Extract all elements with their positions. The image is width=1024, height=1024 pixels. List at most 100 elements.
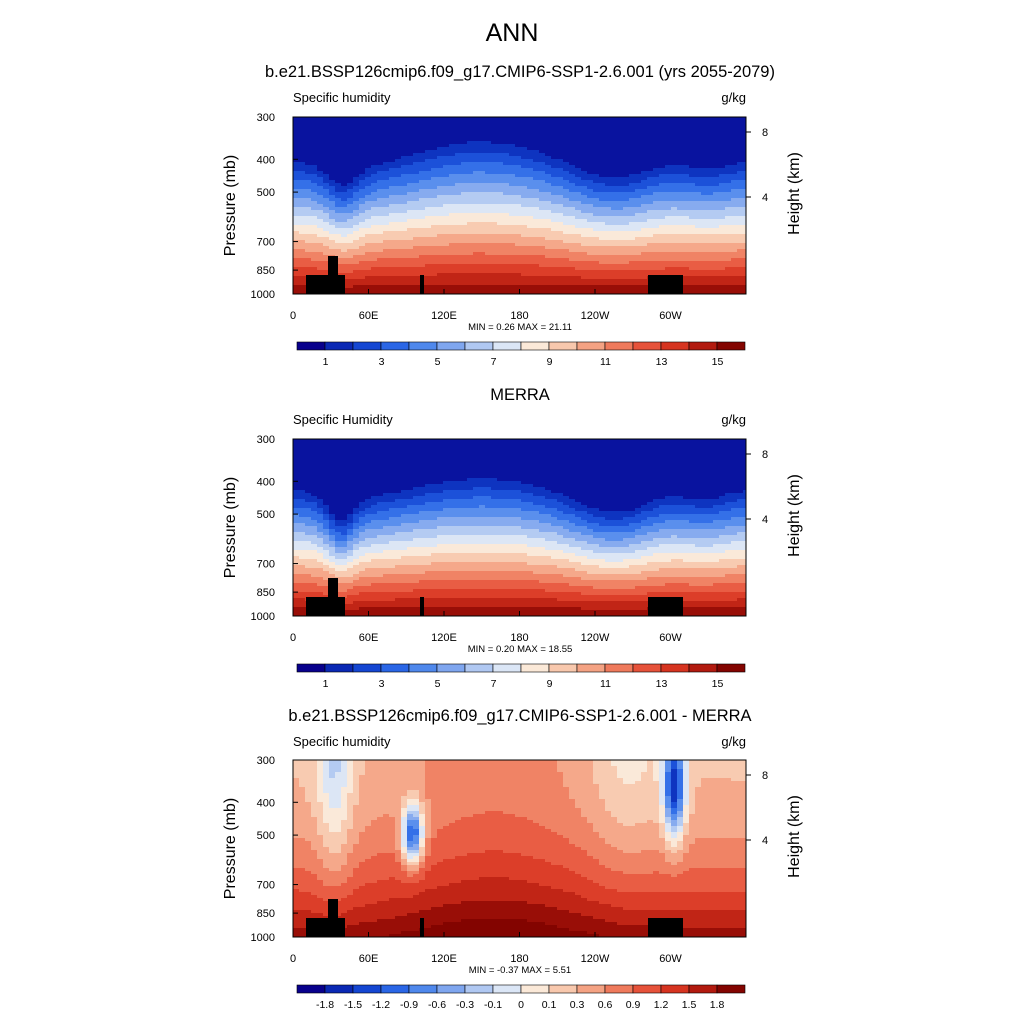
contour-cell	[317, 171, 324, 175]
contour-cell	[629, 291, 636, 295]
contour-cell	[497, 213, 504, 217]
contour-cell	[641, 222, 648, 226]
contour-cell	[587, 276, 594, 280]
contour-cell	[497, 159, 504, 163]
contour-cell	[605, 291, 612, 295]
contour-cell	[605, 159, 612, 163]
contour-cell	[299, 610, 306, 614]
contour-cell	[503, 231, 510, 235]
contour-cell	[599, 240, 606, 244]
contour-cell	[509, 204, 516, 208]
contour-cell	[617, 174, 624, 178]
contour-cell	[545, 207, 552, 211]
contour-cell	[623, 261, 630, 265]
contour-cell	[683, 252, 690, 256]
contour-cell	[329, 556, 336, 560]
contour-cell	[359, 162, 366, 166]
contour-cell	[293, 156, 300, 160]
contour-cell	[359, 132, 366, 136]
contour-cell	[323, 589, 330, 593]
contour-cell	[491, 192, 498, 196]
contour-cell	[725, 165, 732, 169]
contour-cell	[521, 135, 528, 139]
contour-cell	[659, 258, 666, 262]
contour-cell	[581, 159, 588, 163]
contour-cell	[617, 210, 624, 214]
contour-cell	[611, 153, 618, 157]
contour-cell	[515, 270, 522, 274]
contour-cell	[653, 156, 660, 160]
contour-cell	[341, 210, 348, 214]
contour-cell	[317, 520, 324, 524]
contour-cell	[461, 156, 468, 160]
contour-cell	[617, 246, 624, 250]
contour-cell	[323, 267, 330, 271]
contour-cell	[437, 123, 444, 127]
contour-cell	[593, 159, 600, 163]
contour-cell	[623, 267, 630, 271]
contour-cell	[563, 222, 570, 226]
contour-cell	[299, 469, 306, 473]
contour-cell	[323, 547, 330, 551]
contour-cell	[581, 282, 588, 286]
longitude-tick-label: 60W	[659, 310, 682, 322]
contour-cell	[647, 144, 654, 148]
contour-cell	[659, 264, 666, 268]
contour-cell	[401, 117, 408, 121]
contour-cell	[491, 144, 498, 148]
contour-cell	[347, 231, 354, 235]
contour-cell	[299, 595, 306, 599]
contour-cell	[533, 231, 540, 235]
contour-cell	[641, 120, 648, 124]
contour-cell	[569, 291, 576, 295]
contour-cell	[719, 285, 726, 289]
contour-cell	[635, 126, 642, 130]
contour-cell	[323, 544, 330, 548]
contour-cell	[401, 246, 408, 250]
contour-cell	[497, 120, 504, 124]
contour-cell	[359, 138, 366, 142]
contour-cell	[407, 285, 414, 289]
contour-cell	[317, 210, 324, 214]
panel-1-title: b.e21.BSSP126cmip6.f09_g17.CMIP6-SSP1-2.…	[265, 63, 775, 81]
contour-cell	[647, 156, 654, 160]
contour-cell	[407, 132, 414, 136]
contour-cell	[413, 150, 420, 154]
contour-cell	[623, 213, 630, 217]
contour-cell	[293, 234, 300, 238]
contour-cell	[371, 288, 378, 292]
contour-cell	[587, 246, 594, 250]
contour-cell	[683, 207, 690, 211]
contour-cell	[605, 132, 612, 136]
contour-cell	[575, 228, 582, 232]
contour-cell	[293, 153, 300, 157]
contour-cell	[323, 237, 330, 241]
contour-cell	[347, 174, 354, 178]
contour-cell	[365, 168, 372, 172]
contour-cell	[311, 484, 318, 488]
contour-cell	[413, 180, 420, 184]
contour-cell	[695, 198, 702, 202]
contour-cell	[341, 132, 348, 136]
contour-cell	[635, 132, 642, 136]
contour-cell	[569, 204, 576, 208]
contour-cell	[647, 180, 654, 184]
contour-cell	[671, 153, 678, 157]
contour-cell	[347, 159, 354, 163]
contour-cell	[659, 219, 666, 223]
contour-cell	[725, 156, 732, 160]
contour-cell	[317, 463, 324, 467]
contour-cell	[731, 180, 738, 184]
contour-cell	[569, 165, 576, 169]
contour-cell	[293, 598, 300, 602]
contour-cell	[665, 132, 672, 136]
contour-cell	[353, 183, 360, 187]
contour-cell	[539, 204, 546, 208]
contour-cell	[407, 231, 414, 235]
contour-cell	[461, 129, 468, 133]
contour-cell	[449, 165, 456, 169]
contour-cell	[437, 285, 444, 289]
contour-cell	[479, 126, 486, 130]
contour-cell	[335, 442, 342, 446]
contour-cell	[521, 132, 528, 136]
